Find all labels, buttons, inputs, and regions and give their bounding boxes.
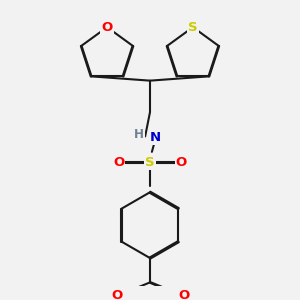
- Text: H: H: [134, 128, 144, 141]
- Text: N: N: [150, 131, 161, 144]
- Text: O: O: [101, 21, 113, 34]
- Text: O: O: [179, 289, 190, 300]
- Text: S: S: [145, 156, 155, 169]
- Text: O: O: [111, 289, 122, 300]
- Text: O: O: [113, 156, 124, 169]
- Text: O: O: [176, 156, 187, 169]
- Text: S: S: [188, 21, 198, 34]
